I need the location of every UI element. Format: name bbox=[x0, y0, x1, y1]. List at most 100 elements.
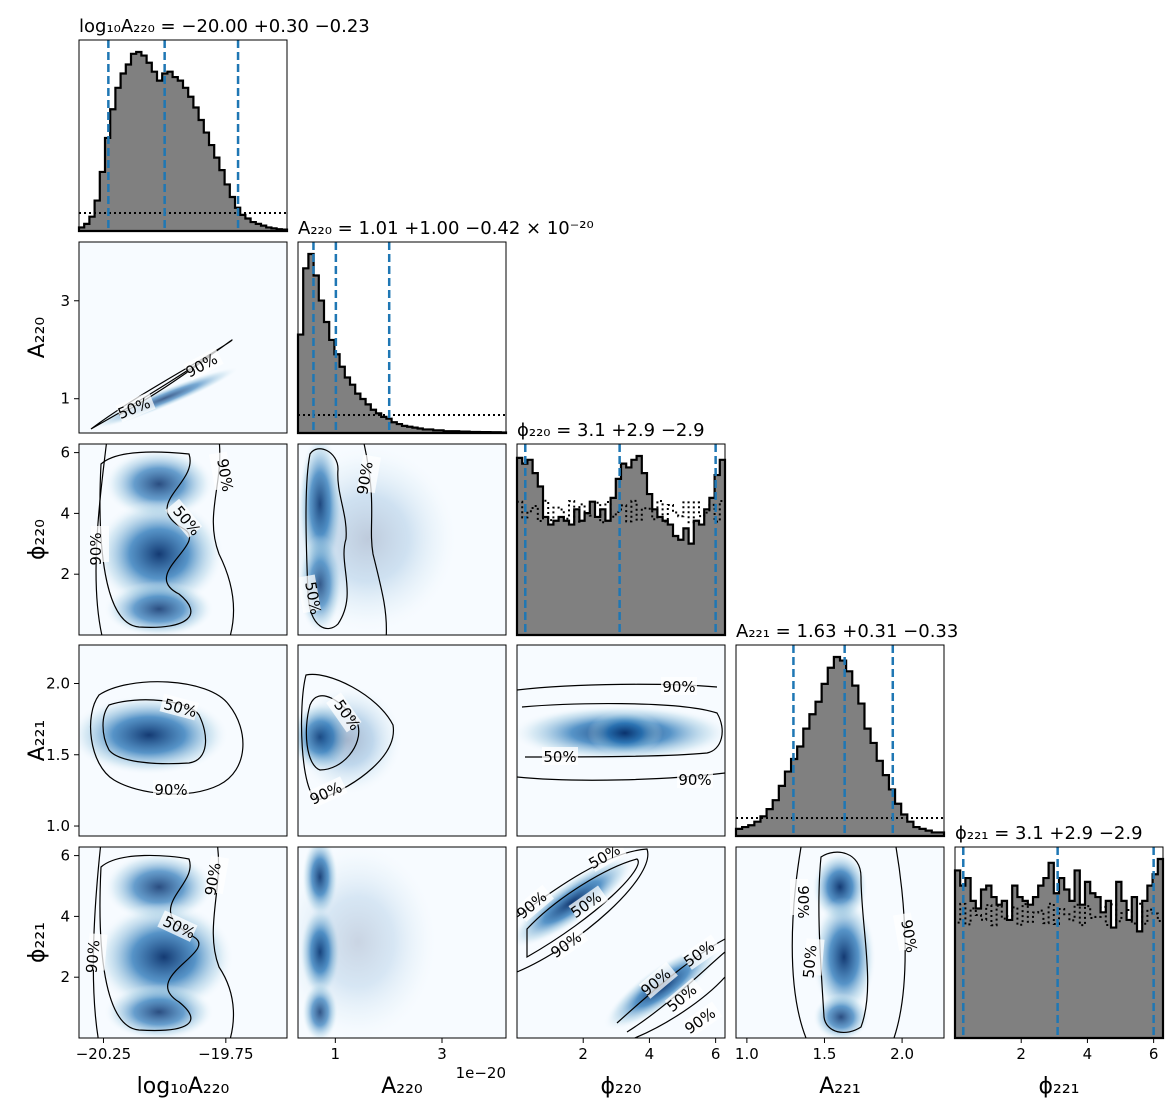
contour-label-bg bbox=[165, 498, 203, 538]
panel-frame bbox=[735, 846, 945, 1039]
histogram-bars bbox=[953, 857, 1165, 1040]
histogram-title-A220: A₂₂₀ = 1.01 +1.00 −0.42 × 10⁻²⁰ bbox=[298, 218, 594, 239]
x-axis-label-A221: A₂₂₁ bbox=[819, 1074, 861, 1099]
contour-label-bg bbox=[790, 879, 808, 915]
panel-2d-A220-A221: 50%90% bbox=[298, 645, 506, 836]
y-tick-label: 6 bbox=[60, 847, 70, 865]
contour-label-bg bbox=[91, 526, 109, 562]
panel-frame bbox=[78, 443, 288, 636]
panel-frame bbox=[516, 443, 726, 636]
density-blob bbox=[517, 855, 635, 949]
contour-50 bbox=[305, 695, 360, 771]
contour-label-bg bbox=[307, 776, 348, 808]
x-tick-label: 4 bbox=[1083, 1045, 1093, 1063]
histogram-A220 bbox=[296, 242, 508, 435]
panel-frame bbox=[297, 241, 507, 434]
contour-label-90: 90% bbox=[897, 918, 921, 954]
density-blob bbox=[298, 847, 438, 1038]
y-axis-label-phi221: ϕ₂₂₁ bbox=[25, 922, 50, 963]
contour-label-90: 90% bbox=[154, 781, 187, 799]
contour-label-bg bbox=[568, 885, 609, 921]
panel-frame bbox=[954, 846, 1164, 1039]
panel-2d-logA220-phi220: 50%90%90% bbox=[79, 444, 287, 635]
panel-frame bbox=[735, 644, 945, 837]
x-axis-label-phi220: ϕ₂₂₀ bbox=[601, 1074, 642, 1099]
y-tick-label: 4 bbox=[60, 504, 70, 522]
panel-frame bbox=[297, 846, 507, 1039]
panel-frame bbox=[516, 644, 726, 837]
contour-label-bg bbox=[153, 780, 189, 798]
x-tick-label: 2 bbox=[578, 1045, 588, 1063]
contour-label-90: 90% bbox=[794, 885, 812, 918]
panel-frame bbox=[78, 644, 288, 837]
contour-label-bg bbox=[682, 1001, 723, 1037]
contour-label-bg bbox=[298, 574, 321, 614]
density-blob bbox=[104, 852, 214, 922]
histogram-phi221 bbox=[953, 847, 1165, 1040]
contour-label-bg bbox=[159, 693, 199, 721]
contour-label-bg bbox=[205, 855, 230, 895]
y-tick-label: 2 bbox=[60, 968, 70, 986]
x-tick-label: 2.0 bbox=[890, 1045, 914, 1063]
x-tick-label: 2 bbox=[1016, 1045, 1026, 1063]
x-tick-label: 6 bbox=[711, 1045, 721, 1063]
contour-50 bbox=[305, 448, 348, 630]
panel-2d-A221-phi221: 90% 50% 90% bbox=[736, 847, 944, 1038]
x-axis-label-phi221: ϕ₂₂₁ bbox=[1039, 1074, 1080, 1099]
y-tick-label: 1.0 bbox=[46, 817, 70, 835]
panel-2d-logA220-A220: 50%90% bbox=[79, 242, 287, 433]
x-tick-label: 4 bbox=[645, 1045, 655, 1063]
x-tick-label: 1 bbox=[331, 1045, 341, 1063]
histogram-title-phi221: ϕ₂₂₁ = 3.1 +2.9 −2.9 bbox=[955, 823, 1143, 844]
histogram-logA220 bbox=[77, 40, 289, 233]
contour-label-bg bbox=[548, 925, 589, 961]
histogram-bars bbox=[77, 50, 289, 233]
histogram-bars bbox=[734, 655, 946, 838]
density-blob bbox=[94, 902, 234, 1012]
contour-label-90: 90% bbox=[201, 861, 225, 897]
y-axis-label-A221: A₂₂₁ bbox=[25, 720, 50, 762]
contour-label-bg bbox=[86, 933, 108, 971]
y-tick-label: 1.5 bbox=[46, 746, 70, 764]
contour-label-90: 90% bbox=[353, 460, 377, 496]
panel-2d-logA220-A221: 50%90% bbox=[79, 645, 287, 836]
contour-label-bg bbox=[677, 770, 713, 788]
x-axis-label-A220: A₂₂₀ bbox=[381, 1074, 423, 1099]
density-blob bbox=[104, 984, 214, 1038]
x-tick-label: 1.0 bbox=[735, 1045, 759, 1063]
x-offset-text: 1e−20 bbox=[456, 1064, 506, 1082]
contour-label-bg bbox=[517, 884, 554, 922]
contour-50 bbox=[521, 702, 723, 758]
contour-label-bg bbox=[661, 677, 697, 695]
x-tick-label: 1.5 bbox=[813, 1045, 837, 1063]
x-tick-label: −20.25 bbox=[76, 1045, 132, 1063]
y-tick-label: 3 bbox=[60, 292, 70, 310]
contour-label-bg bbox=[892, 912, 917, 952]
density-blob bbox=[298, 444, 458, 634]
histogram-title-A221: A₂₂₁ = 1.63 +0.31 −0.33 bbox=[736, 621, 958, 642]
contour-label-bg bbox=[357, 454, 382, 494]
contour-label-50: 50% bbox=[800, 944, 821, 979]
contour-label-bg bbox=[183, 347, 224, 381]
contour-label-bg bbox=[208, 451, 233, 491]
contour-label-bg bbox=[326, 692, 362, 733]
x-axis-label-logA220: log₁₀A₂₂₀ bbox=[137, 1074, 230, 1099]
panel-2d-logA220-phi221: 50%90%90% bbox=[79, 847, 287, 1038]
density-blob bbox=[813, 993, 869, 1038]
contour-90 bbox=[89, 681, 244, 795]
x-tick-label: 3 bbox=[437, 1045, 447, 1063]
histogram-phi220 bbox=[515, 444, 727, 637]
panel-2d-A220-phi220: 90% 50% bbox=[298, 444, 506, 635]
contour-50 bbox=[99, 854, 200, 1032]
y-tick-label: 6 bbox=[60, 444, 70, 462]
panel-2d-phi220-phi221: 90% 50%90%50%90%50%50%90% bbox=[517, 847, 725, 1038]
x-tick-label: −19.75 bbox=[198, 1045, 254, 1063]
y-tick-label: 2.0 bbox=[46, 674, 70, 692]
x-tick-label: 6 bbox=[1149, 1045, 1159, 1063]
contour-label-bg bbox=[664, 977, 704, 1015]
panel-frame bbox=[78, 241, 288, 434]
contour-label-bg bbox=[542, 747, 578, 765]
contour-label-bg bbox=[803, 938, 825, 976]
y-tick-label: 2 bbox=[60, 565, 70, 583]
